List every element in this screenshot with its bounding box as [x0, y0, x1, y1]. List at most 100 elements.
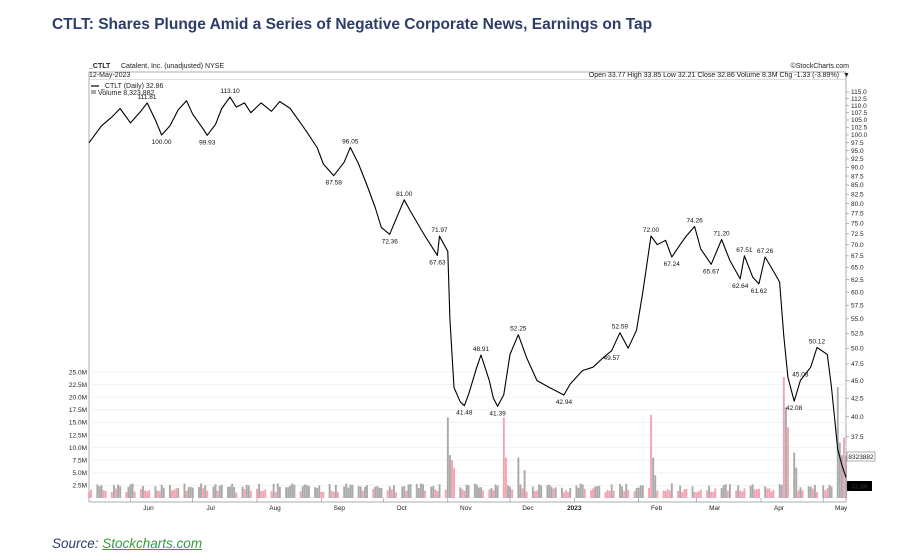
- volume-bar: [419, 483, 422, 498]
- volume-bar: [330, 490, 333, 498]
- volume-bar: [102, 490, 105, 498]
- volume-bar: [160, 484, 163, 498]
- volume-bar: [531, 486, 534, 498]
- volume-bar: [247, 485, 250, 498]
- volume-bar: [119, 486, 122, 498]
- volume-bar: [575, 485, 578, 498]
- volume-bar: [523, 470, 526, 498]
- volume-bar: [401, 486, 404, 498]
- volume-bar: [117, 484, 120, 498]
- volume-tick-label: 20.0M: [69, 395, 87, 402]
- price-tick-label: 57.5: [851, 302, 864, 309]
- volume-bar: [496, 485, 499, 498]
- volume-bar: [772, 489, 775, 498]
- volume-bar: [664, 491, 667, 498]
- volume-bar: [739, 490, 742, 498]
- volume-bar: [345, 483, 348, 498]
- volume-bar: [243, 489, 246, 498]
- volume-bar: [502, 417, 505, 498]
- volume-bar: [565, 490, 568, 498]
- price-tick-label: 45.0: [851, 378, 864, 385]
- price-annotation: 72.00: [643, 227, 660, 234]
- volume-bar: [683, 489, 686, 498]
- volume-bar: [415, 484, 418, 498]
- price-tick-label: 107.5: [851, 110, 868, 117]
- volume-bar: [372, 488, 375, 498]
- price-annotation: 45.03: [792, 371, 809, 378]
- volume-bar: [459, 487, 462, 498]
- volume-bars: [88, 377, 847, 498]
- price-annotation: 100.00: [152, 139, 172, 146]
- volume-bar: [641, 485, 644, 498]
- volume-bar: [507, 485, 509, 498]
- volume-bar: [546, 485, 549, 498]
- volume-bar: [407, 484, 410, 498]
- volume-bar: [299, 491, 302, 498]
- volume-bar: [598, 485, 601, 498]
- volume-bar: [343, 486, 346, 498]
- last-volume-tag-text: 8323882: [848, 454, 874, 461]
- time-tick-label: Aug: [269, 505, 281, 512]
- volume-bar: [780, 484, 783, 498]
- volume-bar: [708, 485, 711, 498]
- volume-bar: [519, 484, 522, 498]
- volume-bar: [96, 484, 99, 498]
- volume-bar: [534, 490, 536, 498]
- volume-bar: [148, 490, 151, 498]
- volume-bar: [125, 492, 128, 498]
- volume-bar: [289, 485, 292, 498]
- price-annotations: 111.81 100.00 99.93 113.10 87.58 96.05 72.36 81…: [138, 88, 826, 417]
- volume-tick-label: 22.5M: [69, 382, 87, 389]
- volume-bar: [461, 489, 464, 498]
- volume-bar: [517, 457, 520, 498]
- volume-gridlines: [89, 371, 846, 486]
- volume-bar: [214, 484, 217, 498]
- price-tick-label: 82.5: [851, 191, 864, 198]
- volume-bar: [110, 492, 113, 498]
- time-axis: Jun Jul Aug Sep Oct Nov Dec 2023 Feb Mar Apr May: [130, 498, 848, 512]
- last-volume-tag: 8323882: [846, 451, 876, 462]
- volume-bar: [787, 427, 789, 498]
- volume-bar: [480, 487, 482, 498]
- volume-bar: [581, 484, 584, 498]
- volume-bar: [737, 485, 740, 498]
- volume-bar: [594, 486, 597, 498]
- volume-bar: [749, 485, 752, 498]
- volume-bar: [405, 490, 408, 498]
- volume-bar: [465, 484, 468, 498]
- volume-bar: [378, 487, 381, 498]
- volume-bar: [650, 414, 653, 498]
- volume-bar: [424, 490, 426, 498]
- source-link[interactable]: Stockcharts.com: [102, 536, 203, 551]
- volume-bar: [158, 490, 161, 498]
- volume-bar: [390, 489, 393, 498]
- volume-bar: [351, 484, 354, 498]
- volume-bar: [706, 490, 709, 498]
- volume-bar: [395, 492, 397, 498]
- volume-bar: [473, 483, 476, 498]
- price-tick-label: 97.5: [851, 140, 864, 147]
- volume-bar: [764, 486, 767, 498]
- volume-bar: [256, 488, 258, 498]
- volume-tick-label: 5.0M: [73, 470, 87, 477]
- time-tick-label: Jun: [143, 505, 154, 512]
- volume-bar: [144, 490, 146, 498]
- volume-bar: [625, 483, 628, 498]
- volume-bar: [735, 490, 738, 498]
- time-tick-label: Mar: [709, 505, 721, 512]
- volume-bar: [681, 492, 684, 498]
- price-annotation: 71.20: [713, 230, 730, 237]
- volume-bar: [301, 486, 304, 498]
- volume-bar: [475, 484, 478, 498]
- volume-bar: [552, 488, 555, 498]
- volume-bar: [98, 486, 101, 498]
- volume-bar: [276, 483, 279, 498]
- volume-bar: [162, 487, 165, 498]
- volume-bar: [245, 484, 248, 498]
- volume-bar: [168, 484, 171, 498]
- price-tick-label: 65.0: [851, 265, 864, 272]
- volume-bar: [621, 486, 624, 498]
- volume-bar: [270, 491, 273, 498]
- price-tick-label: 95.0: [851, 148, 864, 155]
- volume-bar: [751, 484, 754, 498]
